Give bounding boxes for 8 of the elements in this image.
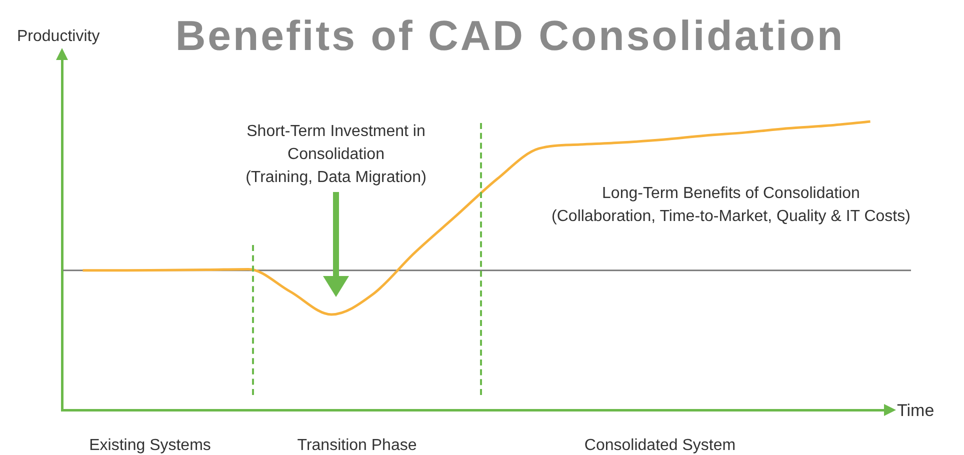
annotation: Long-Term Benefits of Consolidation (Collaboration, Time-to-Market, Quality & IT Costs) (550, 184, 912, 227)
text: Consolidated System (584, 437, 736, 454)
y-axis-title: Productivity (17, 28, 100, 46)
text: Transition Phase (297, 437, 417, 454)
x-axis-title: Time (897, 401, 934, 421)
text: Existing Systems (89, 437, 211, 454)
chart-title: Benefits of CAD Consolidation (175, 12, 845, 59)
annotation: Short-Term Investment in Consolidation (Training, Data Migration) (244, 122, 428, 188)
